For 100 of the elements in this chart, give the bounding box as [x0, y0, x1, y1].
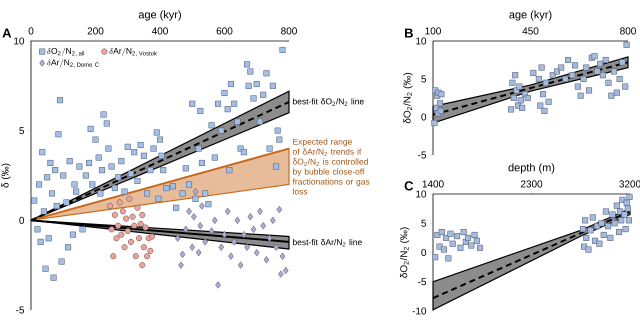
point	[244, 244, 250, 251]
point	[436, 100, 444, 106]
point	[562, 76, 568, 82]
point	[148, 233, 155, 240]
point	[524, 94, 531, 102]
point	[443, 234, 450, 241]
point	[118, 232, 124, 238]
point	[139, 212, 146, 218]
point	[192, 188, 198, 196]
y-tick-label: 0	[421, 248, 426, 256]
series-label: best-fit δAr/N$_{2}$ line	[293, 238, 362, 247]
x-tick-label: 400	[152, 27, 168, 34]
y-tick-label: -5	[418, 152, 426, 158]
point	[278, 270, 284, 278]
point	[546, 98, 552, 105]
point	[273, 244, 279, 251]
point	[607, 234, 614, 241]
point	[121, 244, 128, 250]
y-tick-label: 5	[421, 220, 426, 227]
point	[542, 80, 549, 86]
point	[537, 102, 544, 109]
point	[508, 106, 514, 112]
point	[215, 281, 221, 289]
point	[134, 204, 140, 211]
chart-title: B	[404, 28, 413, 38]
point	[202, 238, 208, 246]
x-tick-label: 200	[88, 27, 104, 34]
chart-title: A	[2, 28, 12, 38]
point	[626, 194, 632, 200]
point	[596, 240, 602, 247]
point	[124, 228, 131, 234]
point	[270, 216, 276, 224]
point	[120, 208, 126, 214]
point	[592, 53, 598, 60]
point	[574, 84, 581, 90]
point	[622, 226, 629, 232]
point	[254, 248, 260, 256]
point	[140, 244, 147, 250]
point	[569, 72, 576, 78]
point	[605, 223, 612, 230]
point	[136, 235, 142, 242]
point	[199, 202, 205, 210]
point	[602, 208, 609, 215]
point	[621, 211, 628, 218]
x-tick-label: 100	[425, 27, 441, 34]
point	[438, 91, 444, 98]
point	[530, 70, 536, 76]
point	[614, 202, 620, 209]
point	[438, 108, 444, 114]
y-tick-label: 5	[421, 76, 426, 82]
point	[608, 92, 614, 99]
point	[142, 224, 149, 231]
point	[586, 87, 592, 94]
point	[257, 208, 263, 216]
x-tick-label: 600	[216, 27, 232, 34]
y-tick-label: 10	[416, 37, 426, 45]
y-tick-label: 10	[14, 37, 24, 45]
point	[123, 216, 130, 222]
point	[612, 220, 618, 226]
point	[578, 92, 584, 99]
point	[472, 232, 478, 238]
point	[597, 60, 604, 67]
point	[280, 252, 286, 260]
x-axis-title: age (kyr)	[509, 10, 552, 21]
point	[447, 230, 454, 237]
x-tick-label: 800	[281, 27, 297, 34]
point	[198, 222, 204, 230]
point	[619, 59, 626, 66]
x-axis-title: age (kyr)	[138, 10, 181, 21]
point	[128, 238, 134, 245]
point	[512, 72, 518, 78]
x-axis-title: depth (m)	[508, 163, 554, 174]
point	[276, 206, 282, 214]
point	[616, 228, 622, 236]
y-axis-title: δ (‰)	[1, 164, 11, 188]
point	[450, 240, 456, 247]
series-label: best-fit δO$_{2}$/N$_{2}$ line	[293, 98, 364, 106]
point	[108, 226, 115, 232]
point	[622, 84, 628, 90]
legend-label: $\delta\mathrm{Ar/N_{2,\,Dome\ C}}$	[47, 59, 99, 68]
point	[572, 62, 578, 68]
legend-label: $\delta\mathrm{O_2/N_{2,\,all}}$	[47, 48, 84, 57]
chart-title: C	[404, 181, 414, 190]
point	[282, 266, 289, 274]
point	[624, 206, 631, 212]
point	[626, 217, 632, 224]
point	[624, 42, 630, 48]
point	[538, 64, 545, 71]
point	[144, 253, 150, 260]
y-axis-title: δO$_{2}$/N$_{2}$ (‰)	[403, 72, 413, 124]
point	[565, 56, 572, 64]
point	[618, 217, 624, 224]
point	[519, 104, 526, 111]
point	[460, 228, 467, 236]
point	[464, 234, 472, 241]
y-tick-label: 5	[19, 127, 24, 134]
point	[250, 226, 256, 233]
point	[116, 199, 123, 206]
point	[600, 72, 606, 78]
point	[588, 227, 594, 234]
